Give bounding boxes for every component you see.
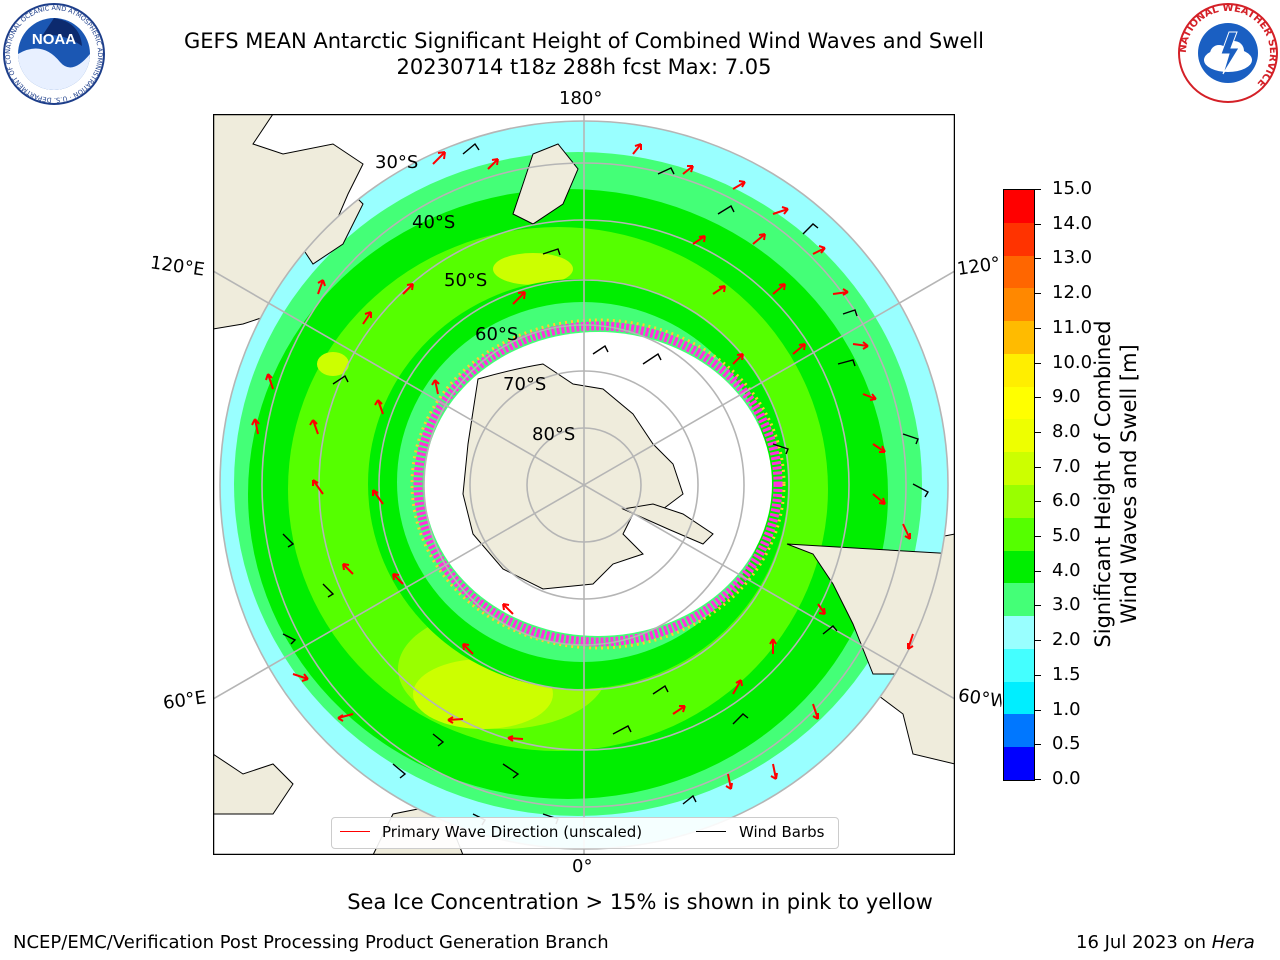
colorbar-tick-label: 0.5: [1052, 733, 1081, 755]
colorbar: [1003, 189, 1035, 781]
colorbar-tick-mark: [1034, 397, 1041, 399]
lon-label-0: 0°: [572, 856, 593, 877]
colorbar-segment: [1004, 714, 1034, 748]
lon-label-120e: 120°E: [148, 252, 206, 281]
colorbar-segment: [1004, 353, 1034, 387]
footer-credit: NCEP/EMC/Verification Post Processing Pr…: [13, 932, 609, 953]
wave-direction-arrows: [251, 143, 914, 790]
noaa-logo-icon: NATIONAL OCEANIC AND ATMOSPHERIC ADMINIS…: [0, 0, 106, 106]
lat-label-30s: 30°S: [375, 152, 419, 173]
lon-label-60e: 60°E: [161, 687, 208, 714]
colorbar-segment: [1004, 255, 1034, 289]
colorbar-segments: [1004, 189, 1034, 780]
colorbar-tick-label: 15.0: [1052, 178, 1093, 199]
lat-label-80s: 80°S: [532, 424, 576, 445]
colorbar-tick-label: 7.0: [1052, 455, 1081, 477]
colorbar-tick-mark: [1034, 570, 1041, 572]
polar-map-svg: [212, 113, 956, 856]
colorbar-segment: [1004, 452, 1034, 485]
lat-label-50s: 50°S: [444, 270, 488, 291]
footer-date-text: 16 Jul 2023 on: [1076, 932, 1207, 953]
wave-legend-swatch: [340, 831, 370, 832]
lon-label-180: 180°: [559, 88, 603, 109]
colorbar-segment: [1004, 648, 1034, 682]
colorbar-tick-label: 14.0: [1052, 212, 1093, 234]
colorbar-label-line2: Wind Waves and Swell [m]: [1117, 344, 1141, 624]
colorbar-tick-mark: [1034, 223, 1041, 225]
wave-legend-label: Primary Wave Direction (unscaled): [382, 823, 643, 841]
colorbar-segment: [1004, 484, 1034, 518]
colorbar-tick-mark: [1034, 640, 1041, 642]
colorbar-segment: [1004, 550, 1034, 584]
colorbar-tick-mark: [1034, 362, 1041, 364]
colorbar-tick-mark: [1034, 605, 1041, 607]
colorbar-tick-mark: [1034, 258, 1041, 260]
colorbar-segment: [1004, 189, 1034, 223]
colorbar-tick-mark: [1034, 536, 1041, 538]
antarctica: [462, 363, 714, 590]
colorbar-segment: [1004, 321, 1034, 354]
colorbar-segment: [1004, 517, 1034, 551]
colorbar-segment: [1004, 222, 1034, 256]
nws-logo-icon: NATIONAL WEATHER SERVICE: [1177, 2, 1279, 104]
colorbar-tick-mark: [1034, 327, 1041, 329]
colorbar-tick-label: 8.0: [1052, 420, 1081, 442]
colorbar-tick-label: 11.0: [1052, 316, 1093, 338]
chart-title: GEFS MEAN Antarctic Significant Height o…: [183, 29, 985, 53]
noaa-logo-text: NOAA: [32, 31, 76, 48]
lat-label-70s: 70°S: [503, 374, 547, 395]
colorbar-tick-label: 12.0: [1052, 282, 1093, 304]
wind-legend-label: Wind Barbs: [739, 823, 825, 841]
sea-ice-note: Sea Ice Concentration > 15% is shown in …: [347, 890, 933, 914]
wind-legend-swatch: [696, 831, 726, 832]
chart-subtitle: 20230714 t18z 288h fcst Max: 7.05: [396, 55, 772, 79]
colorbar-segment: [1004, 747, 1034, 780]
colorbar-tick-mark: [1034, 709, 1041, 711]
colorbar-segment: [1004, 419, 1034, 453]
colorbar-tick-mark: [1034, 744, 1041, 746]
colorbar-segment: [1004, 681, 1034, 715]
colorbar-tick-mark: [1034, 293, 1041, 295]
colorbar-tick-mark: [1034, 431, 1041, 433]
lon-label-60w: 60°W: [956, 685, 1004, 712]
colorbar-tick-label: 9.0: [1052, 386, 1081, 408]
colorbar-tick-label: 2.0: [1052, 629, 1081, 651]
colorbar-segment: [1004, 386, 1034, 420]
colorbar-tick-label: 13.0: [1052, 247, 1093, 269]
colorbar-label-line1: Significant Height of Combined: [1091, 320, 1115, 648]
colorbar-segment: [1004, 616, 1034, 649]
footer-date: 16 Jul 2023 on Hera: [1076, 932, 1255, 953]
wind-barbs: [282, 142, 929, 826]
colorbar-tick-label: 6.0: [1052, 490, 1081, 512]
colorbar-tick-label: 1.5: [1052, 663, 1081, 685]
colorbar-tick-label: 0.0: [1052, 768, 1081, 789]
lat-label-40s: 40°S: [412, 212, 456, 233]
colorbar-tick-mark: [1034, 501, 1041, 503]
colorbar-tick-mark: [1034, 779, 1041, 780]
colorbar-tick-label: 4.0: [1052, 559, 1081, 581]
lon-label-120w: 120°W: [955, 253, 1003, 280]
polar-map: [212, 113, 956, 856]
colorbar-tick-label: 10.0: [1052, 351, 1093, 373]
colorbar-tick-label: 3.0: [1052, 594, 1081, 616]
colorbar-tick-mark: [1034, 189, 1041, 190]
colorbar-tick-mark: [1034, 466, 1041, 468]
colorbar-tick-mark: [1034, 674, 1041, 676]
colorbar-tick-label: 5.0: [1052, 525, 1081, 547]
lat-label-60s: 60°S: [475, 324, 519, 345]
colorbar-segment: [1004, 583, 1034, 617]
map-legend: Primary Wave Direction (unscaled) Wind B…: [331, 817, 839, 849]
graticule: [213, 114, 955, 855]
footer-host: Hera: [1211, 932, 1255, 953]
colorbar-tick-label: 1.0: [1052, 698, 1081, 720]
colorbar-segment: [1004, 288, 1034, 322]
